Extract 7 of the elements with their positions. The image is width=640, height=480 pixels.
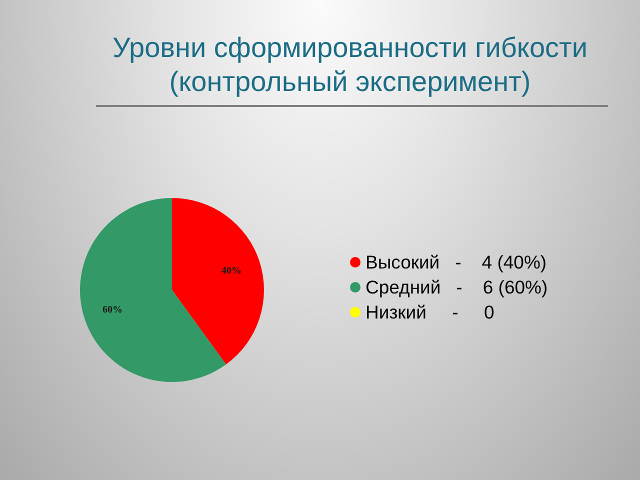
chart-title: Уровни сформированности гибкости (контрольный эксперимент) (112, 32, 588, 97)
data-label: 40% (222, 266, 242, 277)
data-label: 60% (102, 304, 122, 316)
pie-slice (172, 198, 264, 364)
legend-label: Средний - 6 (60%) (366, 276, 548, 298)
legend-label: Низкий - 0 (366, 301, 494, 322)
legend-label: Высокий - 4 (40%) (366, 251, 547, 272)
